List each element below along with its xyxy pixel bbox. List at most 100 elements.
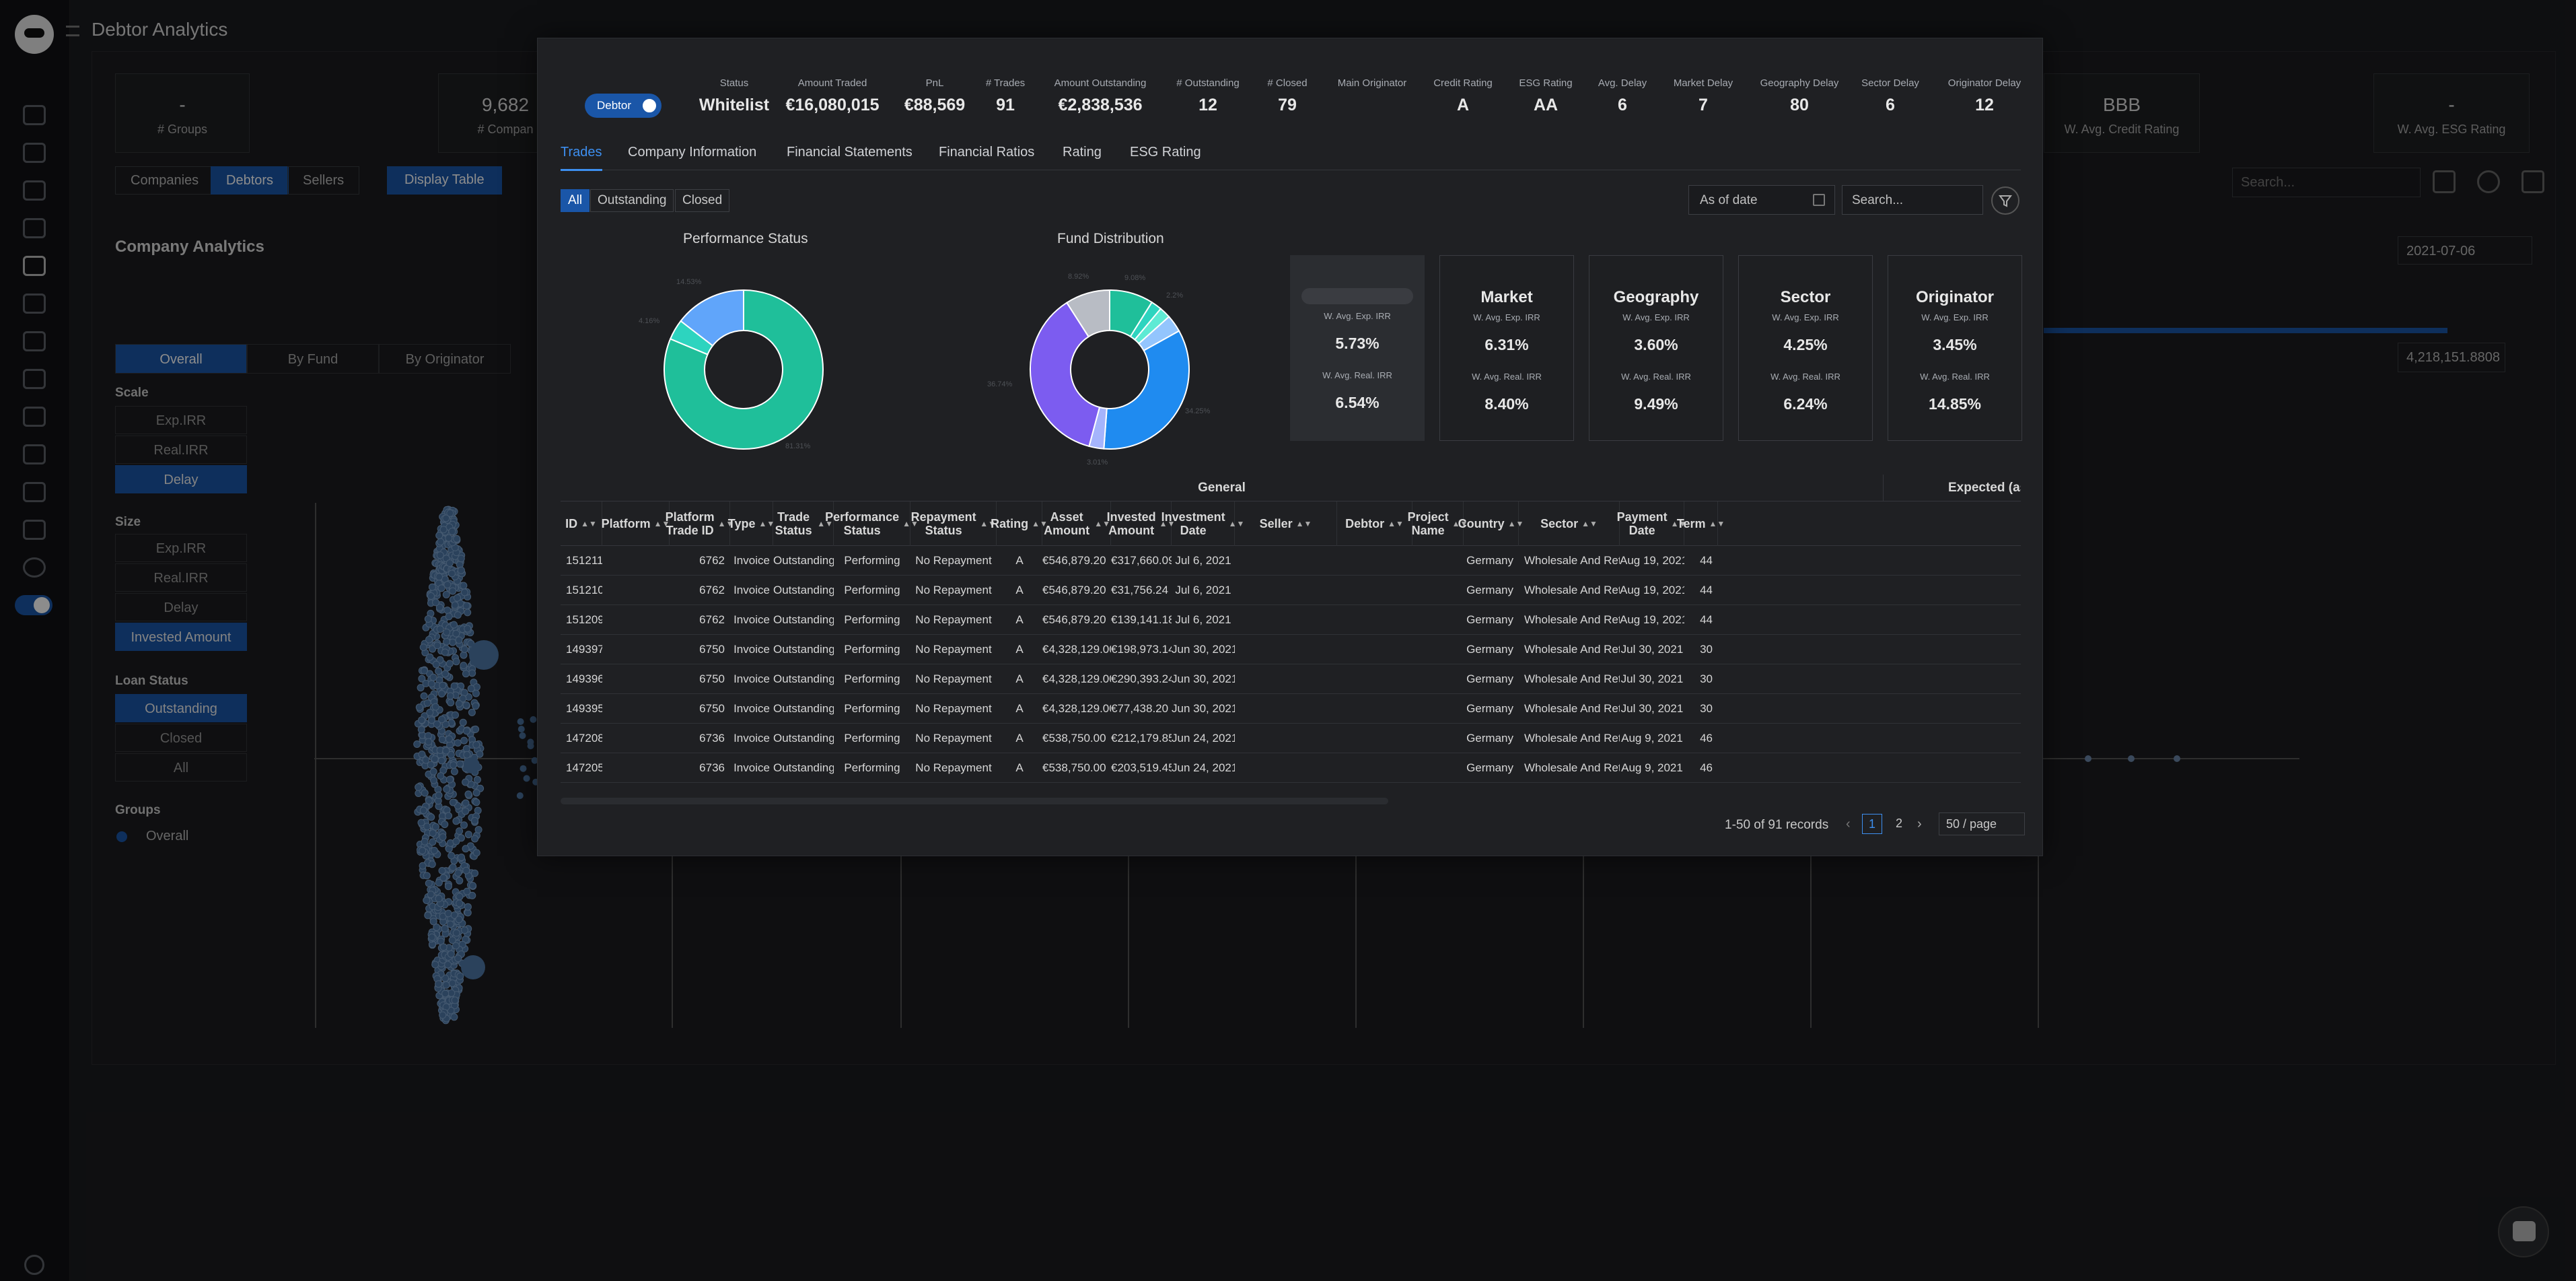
cell: Jun 30, 2021 <box>1172 643 1235 656</box>
col-repayment-status[interactable]: Repayment Status ▲▼ <box>910 501 997 546</box>
invoice-icon[interactable] <box>23 520 46 540</box>
tab-financial-ratios[interactable]: Financial Ratios <box>939 145 1035 160</box>
table-row[interactable]: 147205 6736 Invoice Outstanding Performing No… <box>561 753 2021 783</box>
scale-real-irr[interactable]: Real.IRR <box>115 436 247 464</box>
help-icon[interactable] <box>23 557 46 578</box>
col-sector[interactable]: Sector ▲▼ <box>1519 501 1620 546</box>
table-row[interactable]: 151209 6762 Invoice Outstanding Performing No… <box>561 605 2021 635</box>
tab-trades[interactable]: Trades <box>561 145 602 171</box>
theme-toggle[interactable] <box>15 595 52 615</box>
table-row[interactable]: 147208 6736 Invoice Outstanding Performing No… <box>561 724 2021 753</box>
logo-icon[interactable] <box>15 15 54 54</box>
fund-slice-4[interactable] <box>1103 330 1190 450</box>
bg-date-picker[interactable]: 2021-07-06 <box>2398 236 2532 265</box>
tab-financial-statements[interactable]: Financial Statements <box>787 145 913 160</box>
horizontal-scrollbar[interactable] <box>561 798 1388 804</box>
sort-icon[interactable]: ▲▼ <box>581 519 597 528</box>
sort-icon[interactable]: ▲▼ <box>1295 519 1312 528</box>
col-investment-date[interactable]: Investment Date ▲▼ <box>1161 501 1244 546</box>
col-term[interactable]: Term ▲▼ <box>1677 501 1725 546</box>
size-exp-irr[interactable]: Exp.IRR <box>115 534 247 562</box>
loan-closed[interactable]: Closed <box>115 724 247 752</box>
tab-esg-rating[interactable]: ESG Rating <box>1130 145 1201 160</box>
table-row[interactable]: 149396 6750 Invoice Outstanding Performing No… <box>561 664 2021 694</box>
sort-icon[interactable]: ▲▼ <box>1581 519 1598 528</box>
menu-icon[interactable] <box>66 26 79 36</box>
bg-search-input[interactable]: Search... <box>2232 168 2421 197</box>
col-debtor[interactable]: Debtor ▲▼ <box>1337 501 1412 546</box>
filter-all[interactable]: All <box>561 189 590 212</box>
debtor-toggle[interactable]: Debtor <box>585 94 661 118</box>
col-payment-date[interactable]: Payment Date ▲▼ <box>1617 501 1686 546</box>
sort-icon[interactable]: ▲▼ <box>758 519 775 528</box>
filter-closed[interactable]: Closed <box>675 189 730 212</box>
history-icon[interactable] <box>23 444 46 464</box>
tab-rating[interactable]: Rating <box>1063 145 1102 160</box>
page-size-select[interactable]: 50 / page <box>1939 812 2025 835</box>
logout-icon[interactable] <box>24 1255 44 1275</box>
col-seller[interactable]: Seller ▲▼ <box>1235 501 1337 546</box>
ledger-icon[interactable] <box>23 180 46 201</box>
display-table-button[interactable]: Display Table <box>387 166 502 195</box>
filter-icon[interactable] <box>2433 170 2456 193</box>
size-invested-amount[interactable]: Invested Amount <box>115 623 247 651</box>
table-row[interactable]: 149395 6750 Invoice Outstanding Performing No… <box>561 694 2021 724</box>
bar-chart-icon[interactable] <box>23 331 46 351</box>
size-real-irr[interactable]: Real.IRR <box>115 563 247 592</box>
col-performance-status[interactable]: Performance Status ▲▼ <box>825 501 919 546</box>
irr-card-2[interactable]: Geography W. Avg. Exp. IRR 3.60% W. Avg. Re… <box>1589 255 1723 441</box>
bg-value-field[interactable]: 4,218,151.8808 <box>2398 343 2505 372</box>
view-by-originator[interactable]: By Originator <box>379 344 511 374</box>
loan-all[interactable]: All <box>115 753 247 782</box>
view-overall[interactable]: Overall <box>115 344 247 374</box>
groups-overall-radio[interactable] <box>116 831 127 842</box>
sort-icon[interactable]: ▲▼ <box>1388 519 1404 528</box>
trades-search-input[interactable]: Search... <box>1842 185 1983 215</box>
list-icon[interactable] <box>23 482 46 502</box>
report-icon[interactable] <box>23 293 46 314</box>
irr-card-3[interactable]: Sector W. Avg. Exp. IRR 4.25% W. Avg. Real.… <box>1738 255 1873 441</box>
irr-card-4[interactable]: Originator W. Avg. Exp. IRR 3.45% W. Avg. R… <box>1888 255 2022 441</box>
page-2-button[interactable]: 2 <box>1895 817 1902 830</box>
fund-distribution-donut[interactable] <box>1029 289 1190 450</box>
tab-company-information[interactable]: Company Information <box>628 145 757 160</box>
col-project-name[interactable]: Project Name ▲▼ <box>1408 501 1468 546</box>
prev-page-icon[interactable]: ‹ <box>1846 817 1851 831</box>
view-by-fund[interactable]: By Fund <box>247 344 379 374</box>
col-country[interactable]: Country ▲▼ <box>1458 501 1524 546</box>
irr-card-1[interactable]: Market W. Avg. Exp. IRR 6.31% W. Avg. Real.… <box>1439 255 1574 441</box>
scale-exp-irr[interactable]: Exp.IRR <box>115 406 247 434</box>
as-of-date-picker[interactable]: As of date <box>1688 185 1835 215</box>
col-id[interactable]: ID ▲▼ <box>561 501 602 546</box>
col-type[interactable]: Type ▲▼ <box>728 501 775 546</box>
irr-card-0[interactable]: W. Avg. Exp. IRR 5.73% W. Avg. Real. IRR 6.… <box>1290 255 1425 441</box>
col-platform[interactable]: Platform ▲▼ <box>602 501 670 546</box>
size-delay[interactable]: Delay <box>115 593 247 621</box>
document-icon[interactable] <box>23 143 46 163</box>
range-slider[interactable] <box>2044 328 2447 333</box>
files-icon[interactable] <box>23 218 46 238</box>
table-row[interactable]: 149397 6750 Invoice Outstanding Performing No… <box>561 635 2021 664</box>
analytics-icon[interactable] <box>23 256 46 276</box>
sort-icon[interactable]: ▲▼ <box>1709 519 1725 528</box>
performance-status-donut[interactable] <box>663 289 824 450</box>
col-platform-trade-id[interactable]: Platform Trade ID ▲▼ <box>666 501 734 546</box>
table-row[interactable]: 151211 6762 Invoice Outstanding Performing No… <box>561 546 2021 576</box>
loan-outstanding[interactable]: Outstanding <box>115 694 247 722</box>
page-1-button[interactable]: 1 <box>1862 814 1882 834</box>
filter-outstanding[interactable]: Outstanding <box>590 189 674 212</box>
grid-icon[interactable] <box>23 369 46 389</box>
swarm-point <box>471 869 478 877</box>
tab-sellers[interactable]: Sellers <box>287 166 360 195</box>
checklist-icon[interactable] <box>23 407 46 427</box>
table-row[interactable]: 151210 6762 Invoice Outstanding Performing No… <box>561 576 2021 605</box>
advanced-filter-icon[interactable] <box>1991 186 2019 215</box>
col-rating[interactable]: Rating ▲▼ <box>991 501 1048 546</box>
scale-delay[interactable]: Delay <box>115 465 247 493</box>
tab-debtors[interactable]: Debtors <box>211 166 289 195</box>
next-page-icon[interactable]: › <box>1917 817 1922 831</box>
dashboard-icon[interactable] <box>23 105 46 125</box>
export-icon[interactable] <box>2521 170 2544 193</box>
col-asset-amount[interactable]: Asset Amount ▲▼ <box>1042 501 1111 546</box>
edit-icon[interactable] <box>2477 170 2500 193</box>
